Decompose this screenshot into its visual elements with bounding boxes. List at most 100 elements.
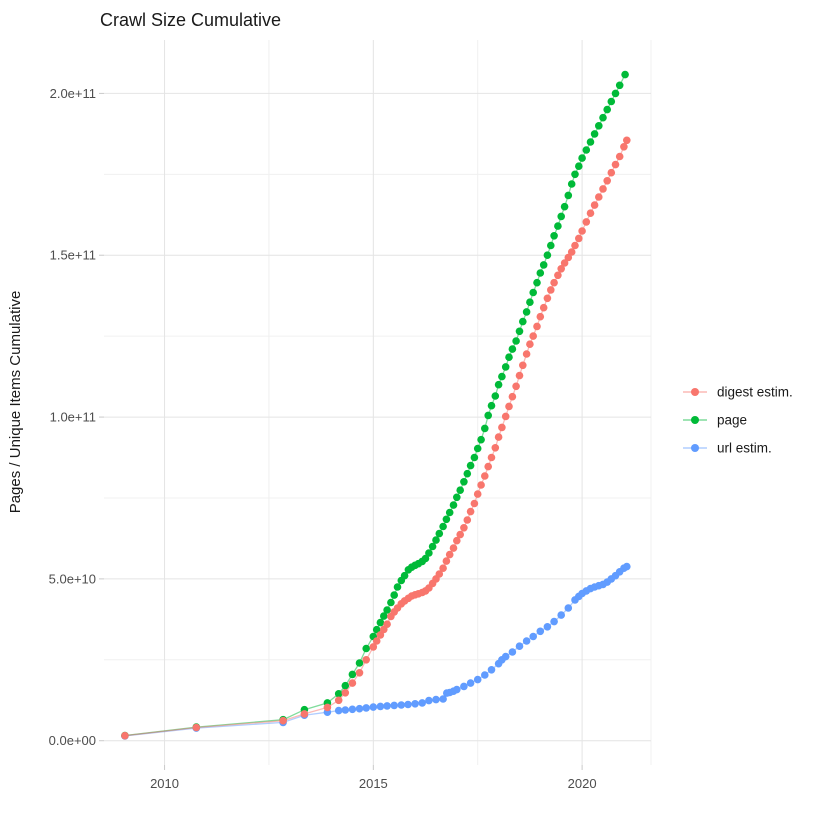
data-point <box>498 372 506 381</box>
x-tick-label: 2015 <box>359 776 388 791</box>
data-point <box>539 303 548 312</box>
data-point <box>460 524 468 532</box>
data-point <box>560 202 569 211</box>
data-point <box>397 701 406 709</box>
data-point <box>508 345 517 353</box>
data-point <box>512 337 520 345</box>
data-point <box>383 702 391 710</box>
legend: digest estim. page url estim. <box>683 385 793 456</box>
data-point <box>611 160 620 169</box>
data-point <box>529 632 537 641</box>
data-point <box>487 666 496 674</box>
data-point <box>376 618 385 627</box>
data-point <box>439 695 447 703</box>
data-point <box>567 180 576 188</box>
data-point <box>432 695 440 704</box>
data-point <box>533 322 541 331</box>
data-point <box>603 177 611 185</box>
data-point <box>519 361 527 370</box>
data-point <box>543 623 552 631</box>
legend-item-url-estim-: url estim. <box>683 441 772 456</box>
data-point <box>400 571 409 580</box>
data-point <box>607 168 616 177</box>
data-point <box>453 685 461 694</box>
data-point <box>550 278 558 287</box>
data-point <box>487 453 496 462</box>
data-point <box>522 350 531 358</box>
data-point <box>362 704 371 712</box>
legend-label: url estim. <box>717 441 772 456</box>
data-point <box>439 564 447 572</box>
y-tick-label: 2.0e+11 <box>50 86 96 101</box>
data-point <box>560 259 569 267</box>
data-point <box>334 696 343 705</box>
legend-key-dot <box>691 444 699 452</box>
data-point <box>515 642 524 650</box>
data-point <box>512 382 520 391</box>
data-point <box>390 701 399 710</box>
data-point <box>564 253 573 262</box>
data-point <box>578 154 586 162</box>
data-point <box>491 444 500 452</box>
data-point <box>411 700 419 708</box>
data-point <box>595 122 603 130</box>
data-point <box>466 507 475 516</box>
legend-label: page <box>717 413 747 428</box>
data-point <box>543 294 552 303</box>
data-point <box>522 308 531 316</box>
gridlines <box>104 40 652 765</box>
data-point <box>494 433 503 441</box>
data-point <box>348 670 357 679</box>
data-point <box>554 271 562 280</box>
y-tick-label: 0.0e+00 <box>49 733 96 748</box>
data-point <box>501 363 510 371</box>
data-point <box>300 710 309 718</box>
data-point <box>501 652 510 661</box>
data-point <box>453 536 461 545</box>
data-point <box>554 222 562 230</box>
data-point <box>547 286 555 294</box>
data-point <box>473 444 482 453</box>
data-point <box>425 696 433 705</box>
data-point <box>456 486 465 495</box>
data-point <box>484 462 493 471</box>
data-point <box>334 690 343 698</box>
data-point <box>279 716 287 725</box>
series-digest-estim- <box>121 136 631 740</box>
data-point <box>439 522 447 531</box>
data-point <box>557 212 565 221</box>
data-point <box>404 700 412 709</box>
data-series <box>121 70 631 740</box>
data-point <box>536 269 545 277</box>
y-axis-title: Pages / Unique Items Cumulative <box>7 291 24 514</box>
data-point <box>550 232 558 240</box>
data-point <box>383 606 391 614</box>
data-point <box>494 380 503 389</box>
data-point <box>547 241 555 250</box>
data-point <box>418 699 427 707</box>
data-point <box>376 631 385 639</box>
data-point <box>564 191 573 200</box>
data-point <box>491 392 500 400</box>
data-point <box>599 113 607 122</box>
x-tick-label: 2010 <box>150 776 179 791</box>
data-point <box>508 392 517 401</box>
data-point <box>607 97 616 106</box>
axis-tick-marks <box>99 92 583 770</box>
data-point <box>449 501 458 509</box>
data-point <box>460 682 468 691</box>
data-point <box>575 162 583 170</box>
data-point <box>623 136 631 145</box>
data-point <box>582 146 591 154</box>
data-point <box>466 679 475 687</box>
data-point <box>463 516 472 524</box>
data-point <box>623 562 631 571</box>
data-point <box>526 298 534 307</box>
legend-key-dot <box>691 388 699 396</box>
data-point <box>571 241 579 250</box>
y-tick-label: 5.0e+10 <box>49 571 96 586</box>
series-line <box>124 566 628 737</box>
data-point <box>575 234 583 243</box>
data-point <box>341 706 350 714</box>
